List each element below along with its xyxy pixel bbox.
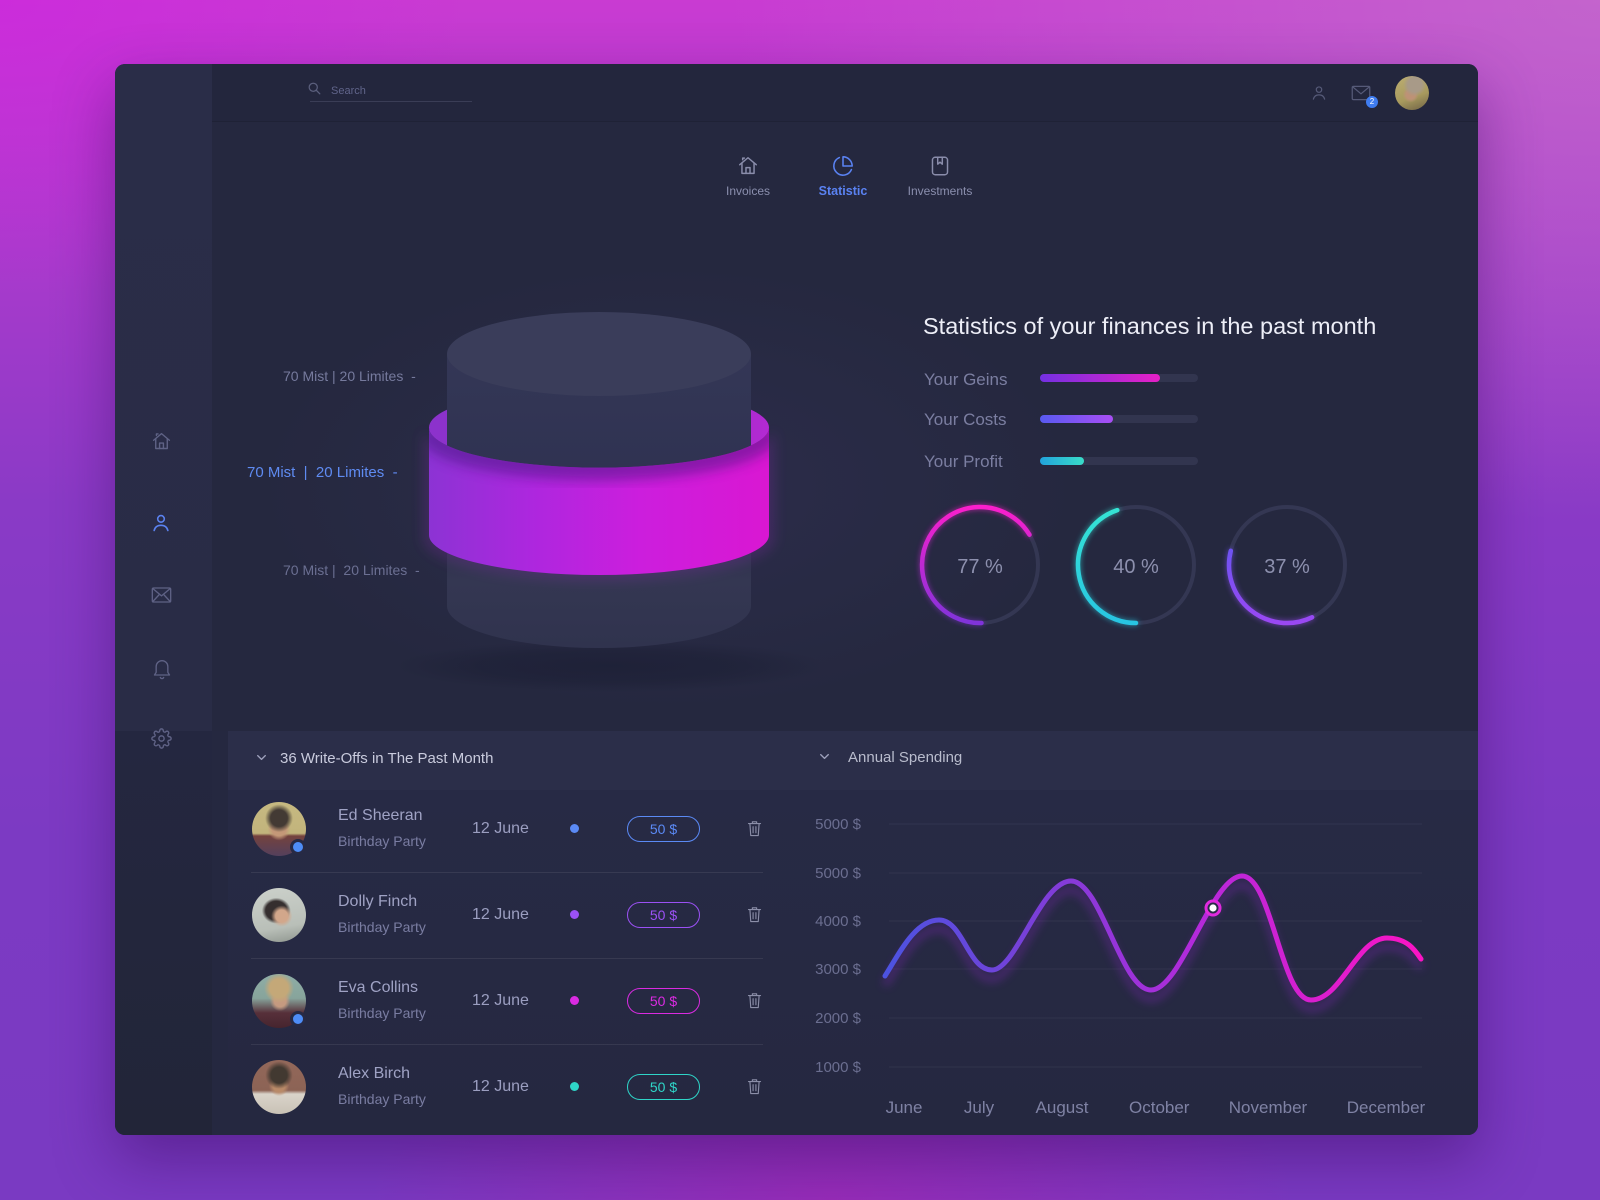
svg-text:37 %: 37 % [1264,556,1310,578]
svg-text:40 %: 40 % [1113,556,1159,578]
svg-text:77 %: 77 % [957,556,1003,578]
